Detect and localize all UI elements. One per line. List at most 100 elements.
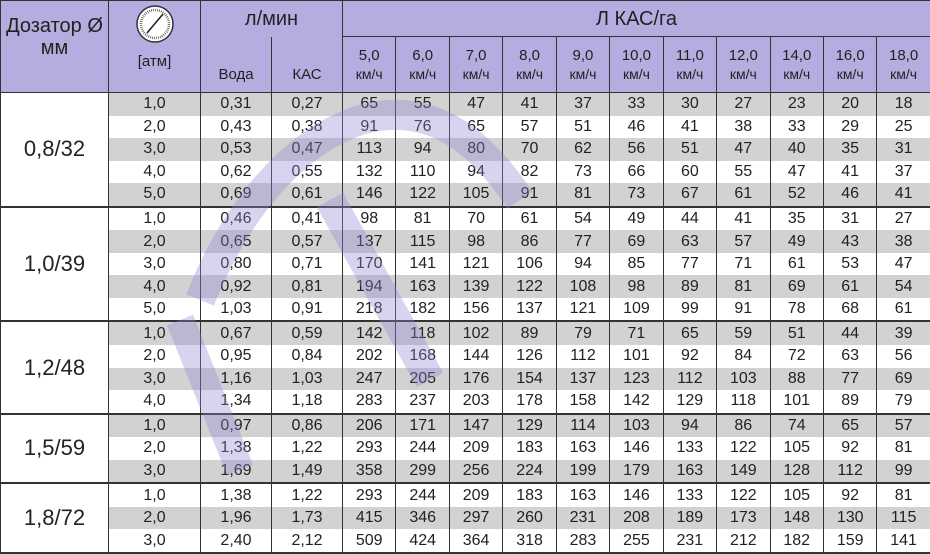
pressure-unit: [атм] (110, 52, 199, 71)
rate-cell: 94 (396, 138, 449, 161)
rate-cell: 47 (449, 93, 502, 116)
water-flow-cell: 1,38 (201, 483, 272, 507)
rate-cell: 85 (610, 253, 663, 276)
rate-cell: 244 (396, 437, 449, 460)
rate-cell: 94 (556, 253, 609, 276)
rate-cell: 44 (663, 207, 716, 231)
water-flow-cell: 0,97 (201, 414, 272, 438)
speed-unit: км/ч (397, 65, 447, 84)
rate-cell: 99 (663, 298, 716, 322)
rate-cell: 27 (717, 93, 770, 116)
rate-cell: 51 (556, 116, 609, 139)
rate-cell: 47 (717, 138, 770, 161)
rate-cell: 231 (663, 529, 716, 553)
water-flow-cell: 0,80 (201, 253, 272, 276)
kas-flow-cell: 1,49 (272, 460, 343, 484)
rate-cell: 41 (503, 93, 556, 116)
rate-cell: 63 (663, 230, 716, 253)
rate-cell: 144 (449, 345, 502, 368)
rate-cell: 121 (449, 253, 502, 276)
rate-cell: 41 (877, 183, 930, 207)
kas-flow-cell: 0,38 (272, 116, 343, 139)
speed-value: 6,0 (397, 46, 447, 65)
rate-cell: 31 (877, 138, 930, 161)
rate-cell: 41 (823, 161, 876, 184)
rate-cell: 346 (396, 507, 449, 530)
water-flow-cell: 1,96 (201, 507, 272, 530)
rate-cell: 183 (503, 437, 556, 460)
rate-cell: 189 (663, 507, 716, 530)
rate-cell: 41 (717, 207, 770, 231)
kas-flow-cell: 0,57 (272, 230, 343, 253)
speed-value: 8,0 (504, 46, 554, 65)
rate-cell: 108 (556, 275, 609, 298)
rate-cell: 163 (556, 437, 609, 460)
rate-cell: 27 (877, 207, 930, 231)
pressure-cell: 3,0 (109, 138, 201, 161)
rate-cell: 31 (823, 207, 876, 231)
rate-cell: 71 (610, 321, 663, 345)
rate-cell: 62 (556, 138, 609, 161)
rate-cell: 82 (503, 161, 556, 184)
speed-unit: км/ч (504, 65, 554, 84)
water-flow-cell: 1,34 (201, 390, 272, 414)
speed-unit: км/ч (878, 65, 928, 84)
water-flow-cell: 0,95 (201, 345, 272, 368)
speed-unit: км/ч (825, 65, 875, 84)
rate-cell: 156 (449, 298, 502, 322)
speed-unit: км/ч (772, 65, 822, 84)
rate-cell: 61 (770, 253, 823, 276)
nozzle-header: Дозатор Ø мм (1, 1, 109, 93)
water-flow-cell: 0,65 (201, 230, 272, 253)
rate-cell: 101 (770, 390, 823, 414)
rate-cell: 54 (877, 275, 930, 298)
kas-flow-cell: 0,91 (272, 298, 343, 322)
pressure-cell: 4,0 (109, 275, 201, 298)
rate-cell: 212 (717, 529, 770, 553)
rate-cell: 74 (770, 414, 823, 438)
rate-cell: 141 (877, 529, 930, 553)
pressure-cell: 1,0 (109, 207, 201, 231)
pressure-cell: 2,0 (109, 345, 201, 368)
rate-cell: 137 (556, 368, 609, 391)
rate-cell: 67 (663, 183, 716, 207)
rate-cell: 33 (770, 116, 823, 139)
nozzle-size: 0,8/32 (1, 93, 109, 207)
rate-cell: 129 (503, 414, 556, 438)
rate-cell: 61 (503, 207, 556, 231)
kas-flow-cell: 2,12 (272, 529, 343, 553)
water-header: Вода (201, 37, 272, 93)
rate-cell: 179 (610, 460, 663, 484)
speed-unit: км/ч (611, 65, 661, 84)
rate-cell: 146 (343, 183, 396, 207)
rate-cell: 70 (449, 207, 502, 231)
rate-cell: 52 (770, 183, 823, 207)
rate-cell: 149 (717, 460, 770, 484)
pressure-cell: 1,0 (109, 93, 201, 116)
rate-cell: 139 (449, 275, 502, 298)
pressure-cell: 1,0 (109, 483, 201, 507)
rate-cell: 73 (556, 161, 609, 184)
kas-flow-cell: 0,59 (272, 321, 343, 345)
kas-flow-cell: 0,71 (272, 253, 343, 276)
rate-cell: 81 (877, 437, 930, 460)
rate-cell: 30 (663, 93, 716, 116)
rate-cell: 141 (396, 253, 449, 276)
speed-unit: км/ч (718, 65, 768, 84)
rate-cell: 297 (449, 507, 502, 530)
water-flow-cell: 0,69 (201, 183, 272, 207)
rate-cell: 77 (823, 368, 876, 391)
